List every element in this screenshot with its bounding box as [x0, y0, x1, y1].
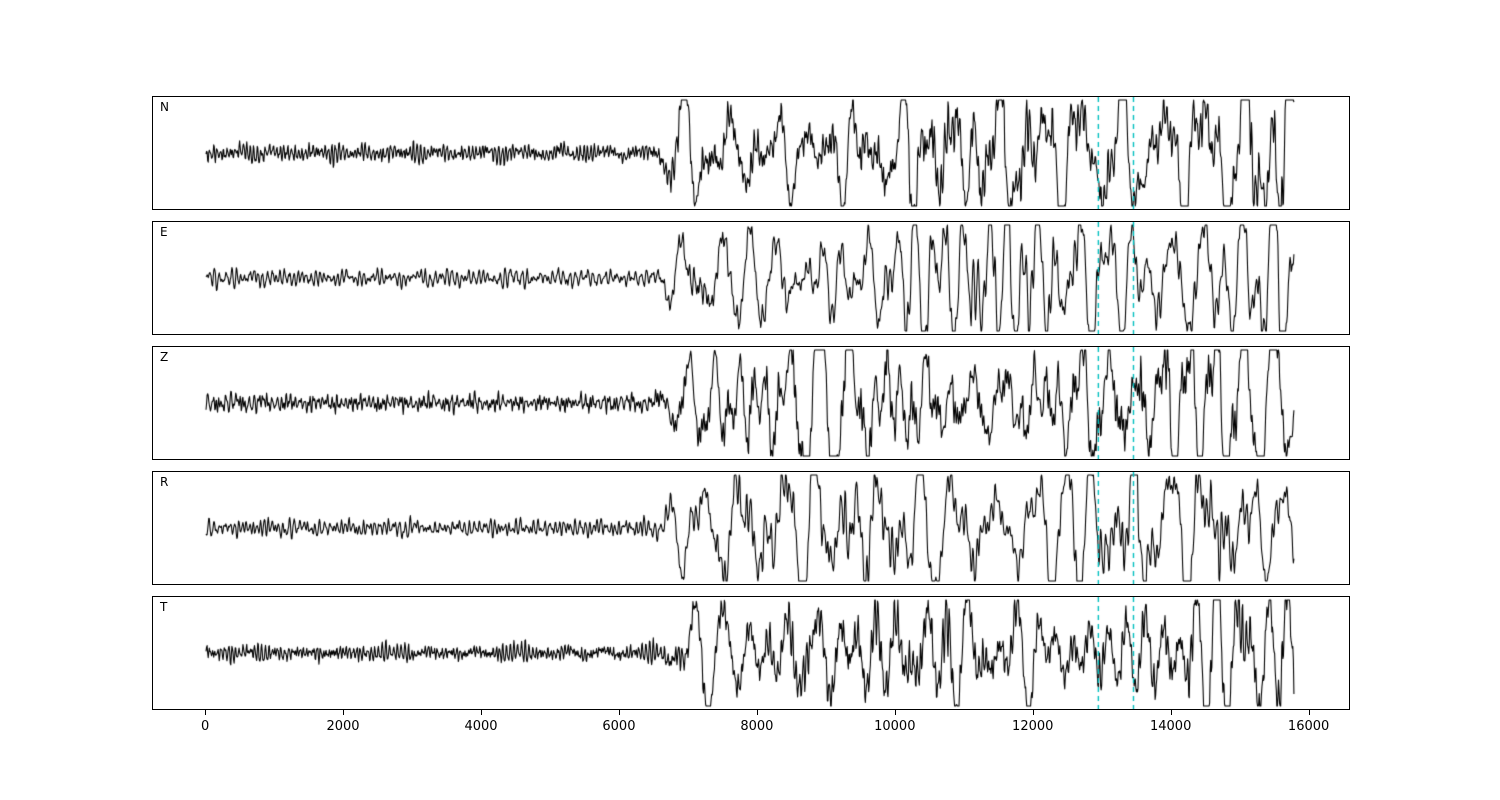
x-axis-tick-label: 10000 — [874, 719, 916, 734]
x-axis-tick-label: 6000 — [602, 719, 636, 734]
x-axis-tick — [756, 710, 758, 715]
x-axis-tick — [1308, 710, 1310, 715]
x-axis-tick-label: 4000 — [464, 719, 498, 734]
x-axis-tick-label: 0 — [200, 719, 210, 734]
trace-label-t: T — [160, 600, 168, 614]
x-axis-tick-label: 8000 — [740, 719, 774, 734]
x-axis-tick — [343, 710, 345, 715]
trace-canvas-n — [153, 97, 1349, 209]
trace-canvas-e — [153, 222, 1349, 334]
trace-label-r: R — [160, 475, 169, 489]
x-axis-tick — [1032, 710, 1034, 715]
trace-panel-r: R — [152, 471, 1350, 585]
trace-canvas-t — [153, 597, 1349, 709]
trace-label-e: E — [160, 225, 168, 239]
x-axis: 0 2000 4000 6000 8000 10000 12000 14000 16000 — [152, 710, 1350, 750]
x-axis-tick-label: 2000 — [326, 719, 360, 734]
x-axis-tick-label: 12000 — [1012, 719, 1054, 734]
trace-panel-e: E — [152, 221, 1350, 335]
trace-canvas-r — [153, 472, 1349, 584]
trace-label-n: N — [160, 100, 169, 114]
x-axis-tick — [894, 710, 896, 715]
trace-canvas-z — [153, 347, 1349, 459]
x-axis-tick-label: 16000 — [1287, 719, 1330, 734]
trace-panel-t: T — [152, 596, 1350, 710]
trace-panels: N E Z R T — [152, 96, 1350, 710]
trace-panel-n: N — [152, 96, 1350, 210]
x-axis-tick — [1170, 710, 1172, 715]
trace-panel-z: Z — [152, 346, 1350, 460]
x-axis-tick — [480, 710, 482, 715]
x-axis-tick-label: 14000 — [1149, 719, 1192, 734]
x-axis-tick — [618, 710, 620, 715]
x-axis-tick — [205, 710, 207, 715]
trace-label-z: Z — [160, 350, 169, 364]
